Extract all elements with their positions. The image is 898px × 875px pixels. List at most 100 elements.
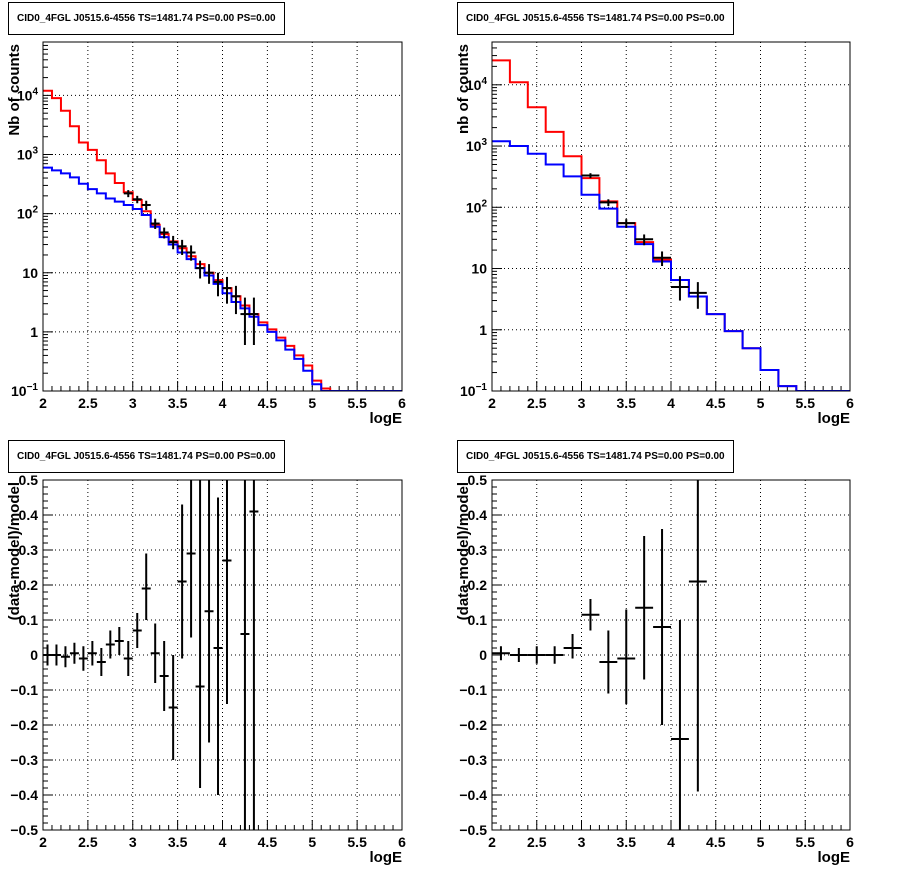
- data-point: [545, 646, 564, 664]
- x-tick-label: 2: [39, 395, 47, 411]
- data-point: [671, 620, 689, 830]
- x-axis-label: logE: [818, 849, 851, 866]
- data-point: [240, 480, 250, 830]
- data-point: [671, 276, 689, 301]
- y-tick-label: 1: [30, 324, 38, 340]
- chart-svg: 2 2.5 3 3.5 4 4.5 5 5.5 6 10−1 1 10 102 103 104 logE Nb …: [6, 41, 406, 427]
- x-tick-label: 5: [757, 834, 765, 850]
- data-point: [635, 234, 654, 246]
- data-point: [168, 655, 178, 760]
- data-point: [635, 536, 654, 680]
- y-tick-label: 104: [17, 86, 39, 103]
- data-point: [168, 235, 178, 250]
- x-tick-label: 2.5: [78, 834, 98, 850]
- plot-frame: [42, 479, 403, 831]
- x-tick-label: 4: [219, 834, 227, 850]
- chart-svg: 2 2.5 3 3.5 4 4.5 5 5.5 6 −0.5 −0.4 −0.3 −0.2 −0.1 0 0.…: [6, 472, 406, 866]
- y-tick-label: 0.1: [468, 612, 488, 628]
- data-point: [123, 641, 133, 676]
- plot-title: CID0_4FGL J0515.6-4556 TS=1481.74 PS=0.0…: [457, 440, 734, 473]
- y-tick-label: −0.2: [10, 717, 38, 733]
- data-point: [186, 245, 196, 261]
- data-point: [509, 648, 528, 662]
- y-tick-label: 10−1: [460, 382, 487, 399]
- y-tick-label: −0.5: [10, 822, 38, 838]
- data-point: [222, 480, 232, 704]
- data-point: [105, 630, 115, 659]
- x-tick-label: 2: [39, 834, 47, 850]
- x-tick-label: 4.5: [258, 395, 278, 411]
- y-tick-label: −0.3: [459, 752, 487, 768]
- y-tick-label: 0.4: [468, 507, 488, 523]
- data-point: [581, 173, 600, 179]
- x-tick-label: 5: [757, 395, 765, 411]
- plot-area: [43, 89, 402, 391]
- data-point: [87, 641, 97, 666]
- x-tick-label: 4: [219, 395, 227, 411]
- y-tick-label: 104: [466, 76, 488, 93]
- y-tick-label: 103: [466, 137, 488, 154]
- y-tick-label: 102: [17, 205, 39, 222]
- x-tick-label: 4.5: [258, 834, 278, 850]
- data-point: [204, 264, 214, 284]
- data-point: [150, 623, 160, 683]
- data-point: [60, 646, 70, 668]
- plot-area: [43, 480, 259, 830]
- y-tick-label: −0.4: [10, 787, 38, 803]
- data-point: [141, 200, 151, 211]
- data-point: [213, 272, 223, 297]
- x-tick-label: 2.5: [527, 834, 547, 850]
- y-tick-label: 0.1: [19, 612, 39, 628]
- data-point: [563, 634, 582, 659]
- y-tick-label: 0: [479, 647, 487, 663]
- y-tick-label: 10−1: [11, 382, 38, 399]
- x-tick-label: 2.5: [527, 395, 547, 411]
- data-point: [688, 282, 707, 309]
- grid: [492, 42, 850, 391]
- x-tick-label: 2.5: [78, 395, 98, 411]
- x-tick-label: 3.5: [168, 834, 188, 850]
- x-tick-label: 4: [667, 834, 675, 850]
- data-point: [688, 480, 707, 792]
- data-point: [581, 599, 600, 631]
- x-tick-label: 5.5: [347, 395, 367, 411]
- y-tick-label: 0.5: [19, 472, 39, 488]
- y-tick-label: 0.4: [19, 507, 39, 523]
- grid: [43, 42, 402, 391]
- x-tick-label: 5: [308, 834, 316, 850]
- y-axis-label: (data-model)/model: [6, 482, 23, 620]
- data-point: [222, 276, 232, 304]
- data-point: [617, 609, 636, 704]
- x-tick-label: 6: [846, 834, 854, 850]
- data-point: [177, 504, 187, 659]
- data-point: [653, 251, 671, 266]
- data-point: [114, 627, 124, 655]
- data-point: [177, 239, 187, 255]
- x-tick-label: 3: [129, 834, 137, 850]
- data-point: [78, 646, 88, 671]
- data-point: [51, 644, 61, 666]
- data-point: [43, 644, 52, 666]
- grid: [43, 480, 402, 830]
- plot-pad-2: CID0_4FGL J0515.6-4556 TS=1481.74 PS=0.0…: [0, 437, 449, 875]
- plot-frame: [491, 41, 851, 392]
- data-point: [213, 497, 223, 795]
- chart-svg: 2 2.5 3 3.5 4 4.5 5 5.5 6 10−1 1 10 102 103 104 logE nb …: [455, 41, 854, 427]
- y-tick-label: −0.2: [459, 717, 487, 733]
- x-tick-label: 5.5: [796, 395, 816, 411]
- y-tick-label: 102: [466, 198, 488, 215]
- data-point: [159, 227, 169, 239]
- x-tick-label: 3.5: [617, 834, 637, 850]
- data-point: [141, 553, 151, 620]
- data-point: [132, 613, 142, 648]
- data-point: [617, 219, 636, 228]
- x-tick-label: 4.5: [706, 395, 726, 411]
- x-tick-label: 3.5: [168, 395, 188, 411]
- axis-ticks: [491, 479, 851, 831]
- x-tick-label: 3: [578, 834, 586, 850]
- x-tick-label: 3.5: [617, 395, 637, 411]
- plot-pad-1: CID0_4FGL J0515.6-4556 TS=1481.74 PS=0.0…: [449, 0, 898, 437]
- data-point: [231, 285, 241, 315]
- chart-svg: 2 2.5 3 3.5 4 4.5 5 5.5 6 −0.5 −0.4 −0.3 −0.2 −0.1 0 0.…: [455, 472, 854, 866]
- x-tick-label: 6: [846, 395, 854, 411]
